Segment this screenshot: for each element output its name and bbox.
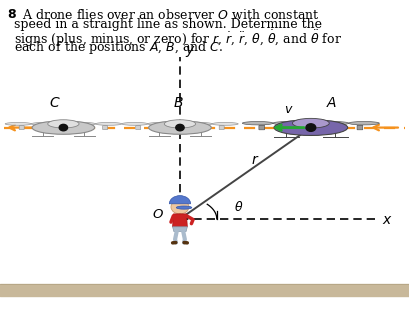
Text: signs (plus, minus, or zero) for $r$, $\dot{r}$, $\ddot{r}$, $\theta$, $\dot{\th: signs (plus, minus, or zero) for $r$, $\… bbox=[14, 29, 342, 49]
Ellipse shape bbox=[348, 122, 379, 125]
FancyBboxPatch shape bbox=[191, 126, 196, 129]
Text: $\mathbf{8}$: $\mathbf{8}$ bbox=[7, 8, 17, 21]
FancyBboxPatch shape bbox=[164, 126, 169, 129]
Ellipse shape bbox=[176, 206, 192, 209]
FancyBboxPatch shape bbox=[219, 126, 224, 129]
Ellipse shape bbox=[96, 123, 121, 125]
Text: speed in a straight line as shown. Determine the: speed in a straight line as shown. Deter… bbox=[14, 18, 322, 31]
Ellipse shape bbox=[148, 123, 174, 125]
Ellipse shape bbox=[242, 122, 273, 125]
Ellipse shape bbox=[212, 123, 238, 125]
Ellipse shape bbox=[186, 123, 212, 125]
Text: $A$: $A$ bbox=[326, 96, 337, 110]
Ellipse shape bbox=[122, 123, 148, 125]
FancyBboxPatch shape bbox=[292, 125, 297, 130]
Text: $v$: $v$ bbox=[283, 103, 293, 116]
Ellipse shape bbox=[31, 123, 57, 125]
Text: $C$: $C$ bbox=[49, 96, 61, 110]
FancyBboxPatch shape bbox=[19, 126, 24, 129]
Text: each of the positions $A$, $B$, and $C$.: each of the positions $A$, $B$, and $C$. bbox=[14, 39, 224, 56]
Wedge shape bbox=[169, 196, 191, 204]
FancyBboxPatch shape bbox=[324, 125, 330, 130]
Ellipse shape bbox=[273, 122, 303, 125]
Ellipse shape bbox=[318, 122, 348, 125]
FancyBboxPatch shape bbox=[136, 126, 141, 129]
Circle shape bbox=[176, 124, 184, 131]
Ellipse shape bbox=[48, 120, 79, 128]
Circle shape bbox=[171, 200, 189, 214]
FancyBboxPatch shape bbox=[103, 126, 108, 129]
Text: $r$: $r$ bbox=[252, 153, 260, 167]
Ellipse shape bbox=[149, 121, 211, 134]
FancyBboxPatch shape bbox=[259, 125, 265, 130]
Polygon shape bbox=[173, 227, 187, 232]
Ellipse shape bbox=[274, 120, 348, 135]
Circle shape bbox=[306, 124, 316, 131]
Text: $x$: $x$ bbox=[382, 214, 393, 227]
FancyBboxPatch shape bbox=[357, 125, 363, 130]
Polygon shape bbox=[173, 214, 187, 227]
FancyBboxPatch shape bbox=[47, 126, 52, 129]
Text: $y$: $y$ bbox=[185, 44, 196, 60]
Ellipse shape bbox=[164, 120, 196, 128]
Text: $B$: $B$ bbox=[173, 96, 183, 110]
Ellipse shape bbox=[70, 123, 96, 125]
Ellipse shape bbox=[292, 118, 329, 128]
Circle shape bbox=[59, 124, 67, 131]
Ellipse shape bbox=[5, 123, 31, 125]
Ellipse shape bbox=[32, 121, 94, 134]
Text: $O$: $O$ bbox=[152, 208, 164, 221]
FancyBboxPatch shape bbox=[75, 126, 80, 129]
Text: A drone flies over an observer $O$ with constant: A drone flies over an observer $O$ with … bbox=[22, 8, 320, 22]
Text: $\theta$: $\theta$ bbox=[234, 200, 243, 214]
